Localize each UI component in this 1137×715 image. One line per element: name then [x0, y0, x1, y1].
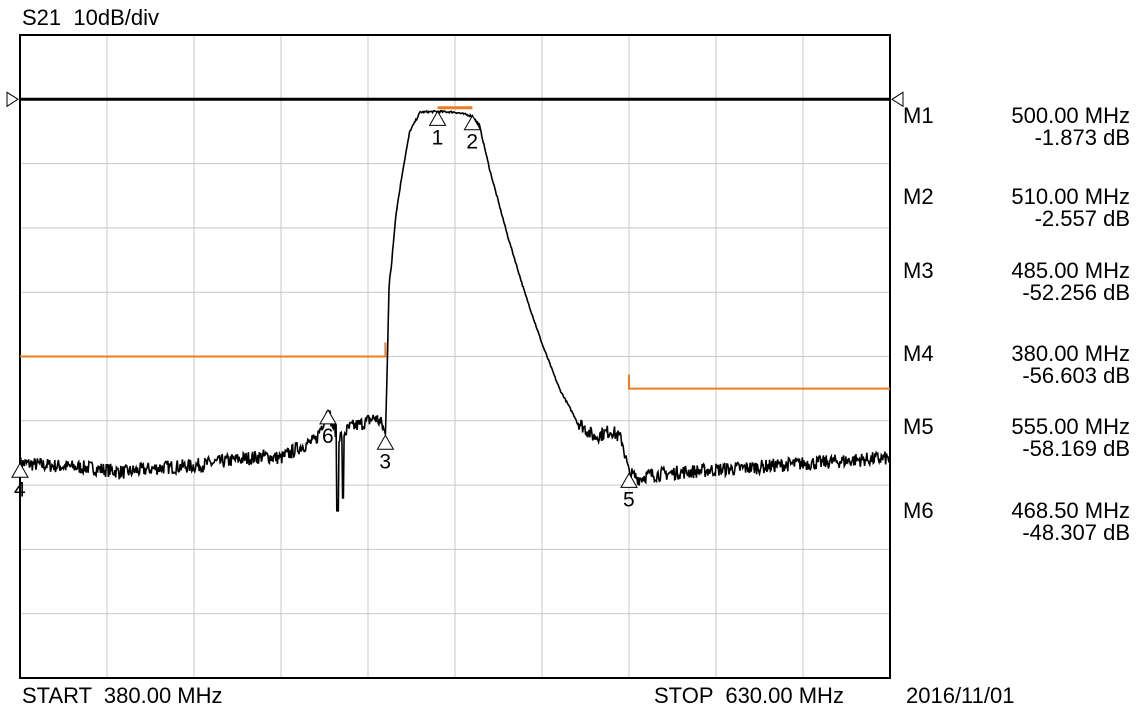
- marker-triangle: [620, 472, 638, 488]
- marker-level: -1.873 dB: [1034, 125, 1130, 150]
- marker-name: M1: [903, 103, 934, 128]
- stop-frequency: STOP 630.00 MHz: [654, 683, 844, 708]
- reference-line: [6, 91, 904, 108]
- trace-line: [19, 109, 891, 512]
- marker-level: -58.169 dB: [1022, 436, 1130, 461]
- marker-frequency: 485.00 MHz: [1011, 258, 1130, 283]
- limit-line: [20, 342, 387, 358]
- reference-right-arrow: [891, 91, 904, 108]
- marker-frequency: 380.00 MHz: [1011, 341, 1130, 366]
- marker-number: 6: [322, 425, 334, 448]
- marker-triangle: [463, 114, 482, 131]
- reference-left-arrow: [6, 91, 19, 108]
- marker-name: M5: [903, 414, 934, 439]
- marker-triangle: [376, 434, 395, 450]
- marker-triangle: [428, 110, 447, 126]
- grid: [20, 35, 890, 678]
- marker-frequency: 468.50 MHz: [1011, 498, 1130, 523]
- marker-points: 1 2 3 4 5 6: [11, 110, 638, 511]
- marker-level: -52.256 dB: [1022, 280, 1130, 305]
- limit-lines: [20, 106, 890, 390]
- marker-name: M3: [903, 258, 934, 283]
- marker-number: 3: [379, 450, 391, 473]
- marker-number: 2: [466, 131, 478, 154]
- marker-name: M6: [903, 498, 934, 523]
- marker-name: M4: [903, 341, 934, 366]
- marker-level: -48.307 dB: [1022, 520, 1130, 545]
- marker-triangle: [11, 462, 29, 478]
- marker-level: -2.557 dB: [1034, 206, 1130, 231]
- trace-title: S21 10dB/div: [22, 5, 159, 30]
- marker-number: 5: [623, 488, 635, 511]
- marker-name: M2: [903, 184, 934, 209]
- marker-frequency: 500.00 MHz: [1011, 103, 1130, 128]
- marker-level: -56.603 dB: [1022, 363, 1130, 388]
- date-label: 2016/11/01: [906, 683, 1015, 708]
- marker-frequency: 510.00 MHz: [1011, 184, 1130, 209]
- marker-number: 4: [14, 478, 26, 501]
- marker-triangle: [319, 408, 337, 425]
- start-frequency: START 380.00 MHz: [22, 683, 223, 708]
- trace: [19, 109, 891, 512]
- marker-number: 1: [432, 126, 444, 149]
- limit-line: [628, 374, 890, 390]
- marker-frequency: 555.00 MHz: [1011, 414, 1130, 439]
